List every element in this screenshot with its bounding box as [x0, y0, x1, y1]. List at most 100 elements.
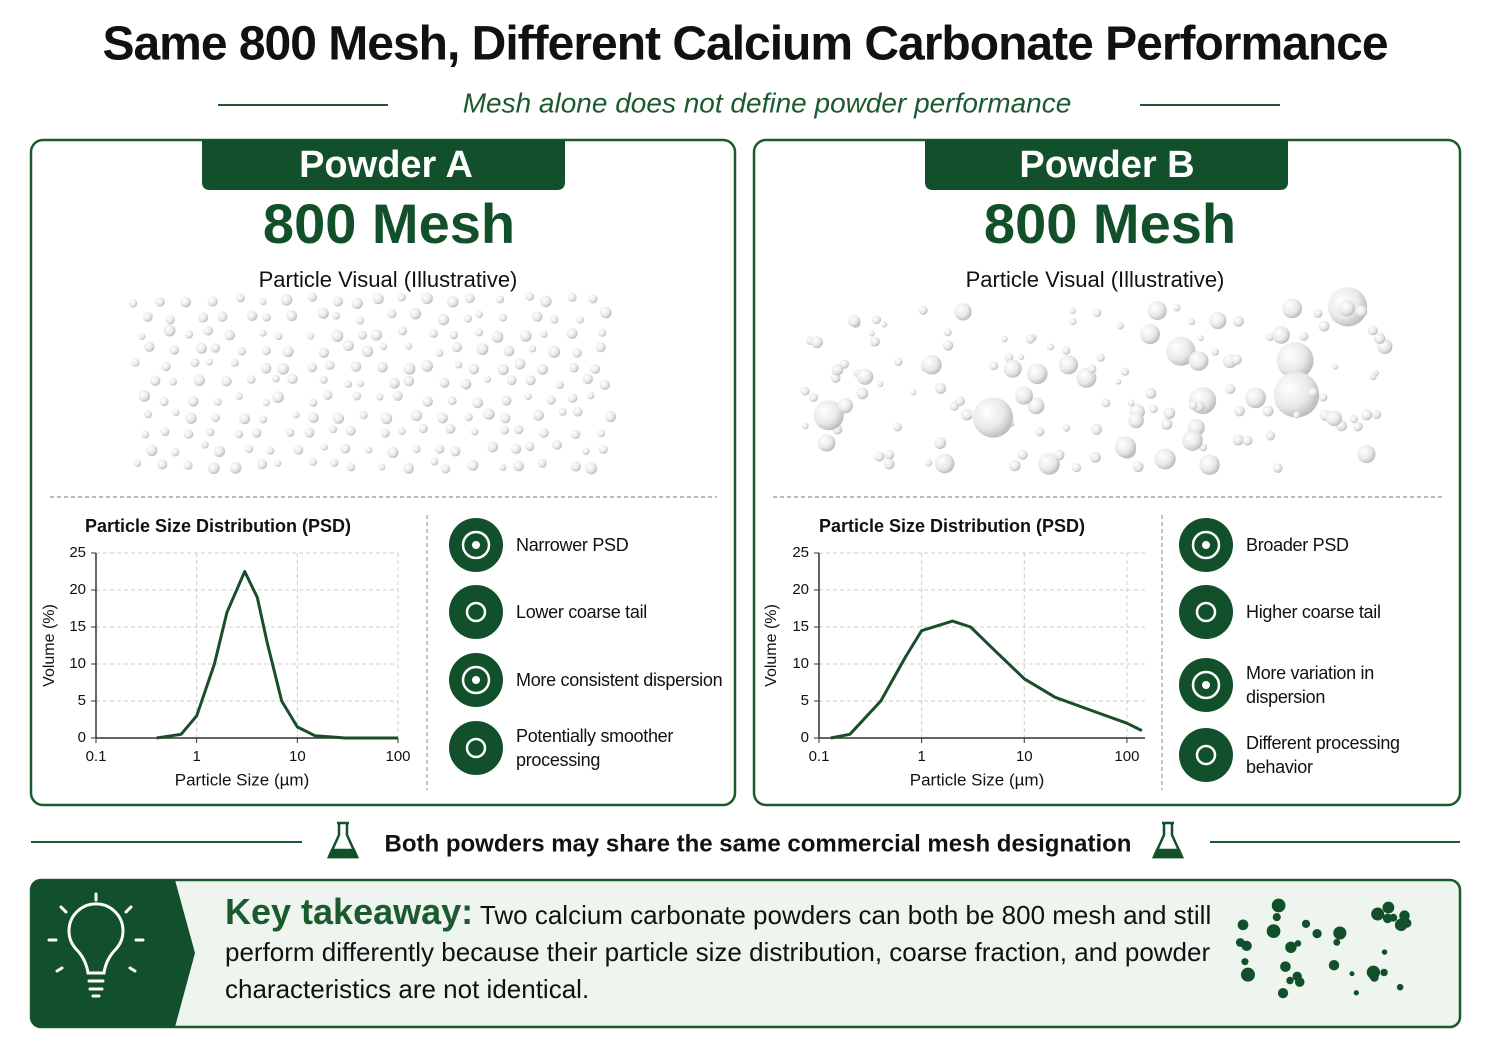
particle: [246, 310, 258, 321]
particle: [1140, 324, 1161, 345]
particle: [558, 407, 567, 416]
dot: [1328, 959, 1340, 971]
particle: [325, 360, 335, 370]
particle: [604, 410, 617, 423]
x-tick-label: 100: [385, 748, 410, 765]
particle: [146, 444, 158, 457]
particle: [272, 391, 284, 403]
particle-visual: [800, 287, 1393, 475]
dot: [1380, 968, 1388, 977]
particle: [800, 386, 810, 396]
feature: Potentially smoother processing: [516, 725, 674, 770]
particle: [1166, 336, 1196, 366]
particle: [262, 398, 270, 407]
particle: [1017, 449, 1028, 460]
lightbulb-icon: [47, 892, 145, 998]
y-tick-label: 25: [792, 544, 809, 561]
particle: [193, 374, 205, 387]
particle: [205, 358, 213, 366]
particle: [445, 423, 456, 434]
particle: [376, 393, 384, 401]
particle: [142, 311, 153, 322]
particle: [881, 321, 888, 328]
particle: [918, 305, 928, 315]
particle: [1326, 410, 1343, 427]
dot: [1353, 990, 1359, 996]
particle: [536, 363, 548, 375]
particle: [1338, 300, 1355, 317]
particle: [282, 346, 294, 358]
y-tick-label: 10: [792, 655, 809, 672]
particle: [595, 342, 606, 353]
particle: [1004, 352, 1014, 362]
particle: [468, 363, 480, 375]
particle: [138, 332, 146, 340]
icon-glyph: [465, 601, 487, 623]
feature-icon: [449, 585, 503, 639]
icon-glyph: [1195, 744, 1217, 766]
particle: [447, 296, 459, 308]
dot: [1292, 971, 1302, 982]
x-tick-label: 0.1: [86, 748, 107, 765]
particle: [513, 460, 524, 472]
icon-glyph: [472, 541, 480, 549]
particle: [332, 296, 344, 307]
particle: [237, 347, 247, 356]
dot: [1272, 913, 1281, 922]
particle: [491, 330, 504, 343]
particle: [922, 355, 942, 375]
particle: [525, 375, 536, 386]
particle: [211, 413, 220, 422]
particle: [1027, 397, 1045, 415]
y-tick-label: 20: [69, 581, 86, 598]
particle: [572, 348, 582, 358]
particle: [409, 307, 422, 320]
particle: [260, 362, 272, 374]
particle: [213, 397, 222, 406]
particle: [183, 460, 193, 470]
particle: [869, 336, 880, 347]
particle: [570, 429, 581, 440]
visual-label: Particle Visual (Illustrative): [966, 267, 1225, 292]
particle: [183, 429, 194, 439]
particle: [343, 340, 354, 352]
particle: [259, 297, 267, 306]
particle: [437, 412, 448, 424]
dot: [1396, 983, 1404, 991]
particle: [1299, 331, 1309, 341]
particle: [894, 357, 903, 367]
icon-glyph: [472, 676, 480, 684]
particle: [1242, 435, 1253, 446]
chart-title: Particle Size Distribution (PSD): [85, 516, 351, 536]
x-tick-label: 1: [192, 748, 200, 765]
particle: [910, 389, 917, 396]
particle: [372, 293, 384, 305]
particle: [207, 296, 218, 307]
particle: [274, 332, 283, 341]
particle: [892, 422, 902, 432]
particle: [160, 427, 170, 437]
dot: [1349, 971, 1355, 977]
particle: [340, 443, 351, 454]
feature-icon: [1179, 518, 1233, 572]
particle: [1209, 312, 1227, 330]
particle: [475, 310, 483, 319]
particle: [287, 373, 298, 384]
particle: [470, 427, 479, 436]
x-tick-label: 10: [289, 748, 306, 765]
particle: [159, 397, 169, 407]
dot: [1333, 938, 1341, 946]
particle: [597, 429, 605, 438]
psd-line: [156, 570, 398, 740]
particle: [1211, 347, 1219, 356]
particle: [450, 446, 461, 457]
particle: [1231, 354, 1242, 365]
particle: [1069, 317, 1077, 326]
takeaway-text: Two calcium carbonate powders can both b…: [225, 900, 1212, 1004]
particle: [1272, 326, 1290, 344]
particle: [924, 459, 933, 467]
particle: [163, 324, 176, 337]
particle: [1293, 411, 1301, 419]
y-tick-label: 5: [78, 692, 86, 709]
x-tick-label: 100: [1114, 748, 1139, 765]
